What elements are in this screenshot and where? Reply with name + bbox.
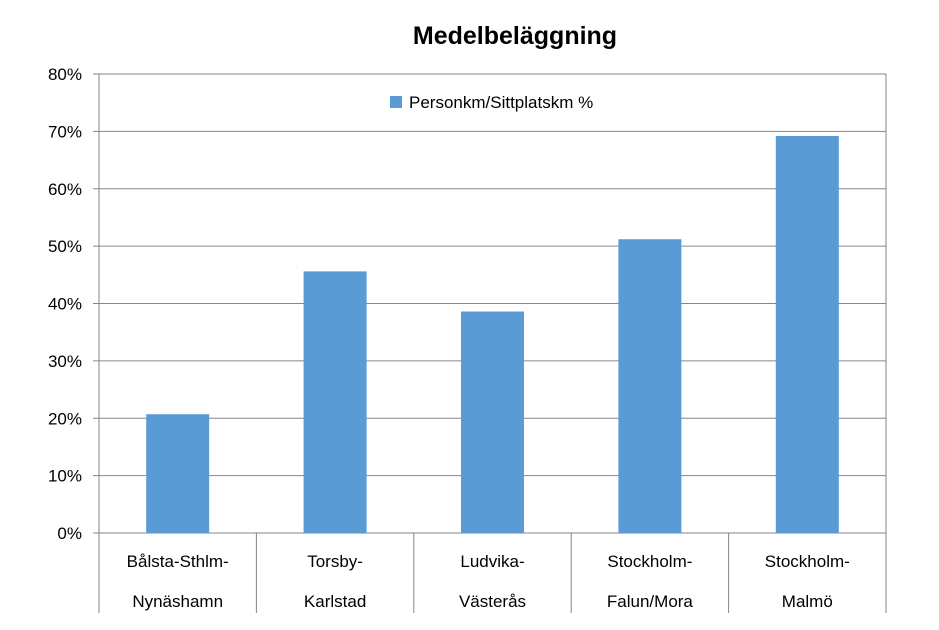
x-tick-label: Stockholm- bbox=[607, 552, 692, 571]
x-tick-label: Stockholm- bbox=[765, 552, 850, 571]
y-tick-label: 60% bbox=[48, 180, 82, 199]
chart-title: Medelbeläggning bbox=[412, 22, 618, 50]
bar bbox=[303, 271, 367, 533]
y-tick-label: 10% bbox=[48, 467, 82, 486]
x-tick-label: Falun/Mora bbox=[607, 592, 694, 611]
x-tick-label: Malmö bbox=[782, 592, 833, 611]
y-tick-label: 70% bbox=[48, 122, 82, 141]
y-tick-label: 50% bbox=[48, 237, 82, 256]
y-tick-label: 0% bbox=[57, 524, 82, 543]
y-tick-label: 30% bbox=[48, 352, 82, 371]
bar bbox=[775, 135, 839, 533]
bar bbox=[618, 239, 682, 534]
y-tick-label: 40% bbox=[48, 295, 82, 314]
y-tick-label: 20% bbox=[48, 409, 82, 428]
x-tick-label: Nynäshamn bbox=[132, 592, 223, 611]
x-tick-label: Västerås bbox=[459, 592, 526, 611]
x-tick-label: Karlstad bbox=[304, 592, 366, 611]
x-tick-label: Ludvika- bbox=[460, 552, 524, 571]
legend-label: Personkm/Sittplatskm % bbox=[409, 93, 593, 112]
x-tick-label: Bålsta-Sthlm- bbox=[127, 552, 229, 571]
x-tick-label: Torsby- bbox=[307, 552, 363, 571]
legend-swatch bbox=[390, 96, 402, 108]
bar bbox=[146, 414, 210, 533]
bar bbox=[461, 311, 524, 533]
y-tick-label: 80% bbox=[48, 65, 82, 84]
